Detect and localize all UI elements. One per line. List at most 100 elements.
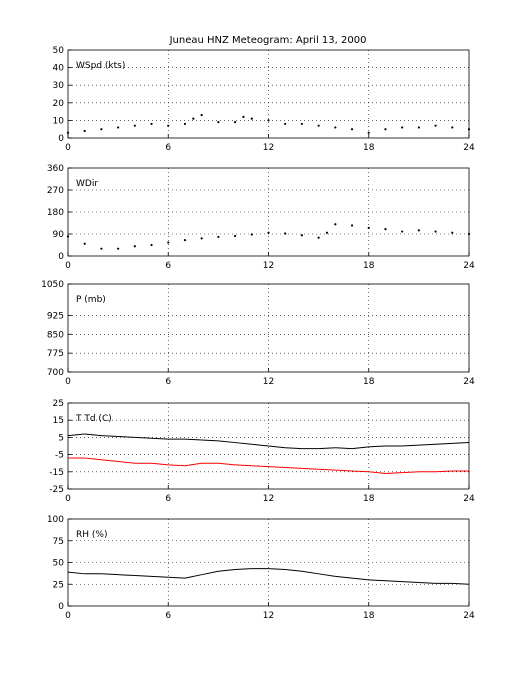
rh-line-segment [118,574,135,577]
pressure-ytick-label: 925 [47,311,64,321]
rh-xtick-label: 6 [165,611,171,621]
rh-line-segment [368,579,386,582]
temperature-xtick-label: 0 [65,494,71,504]
wdir-data-point [66,235,70,238]
temperature-line-segment [184,462,202,467]
temperature-line-segment [235,442,252,445]
wdir-ytick-label: 270 [47,186,64,196]
temperature-ytick-label: -25 [49,485,64,495]
temperature-line-segment [368,445,386,448]
rh-line-segment [335,575,353,579]
wspd-ytick-label: 40 [53,64,65,74]
wdir-data-point [217,235,220,239]
pressure-xtick-label: 12 [263,377,274,387]
wdir-data-point [367,226,370,229]
wdir-data-point [451,231,454,234]
wdir-data-point [267,231,270,234]
temperature-line-segment [218,440,236,444]
rh-line-segment [67,571,85,575]
rh-line-segment [402,581,419,584]
temperature-line-segment [168,464,185,467]
temperature-line-segment [151,437,169,440]
wdir-data-point [401,230,404,233]
temperature-line-segment [101,435,119,438]
pressure-xtick-label: 24 [463,377,475,387]
wdir-data-point [150,243,153,247]
wspd-data-point [284,122,287,126]
wdir-data-point [334,223,337,226]
temperature-line-segment [84,457,102,461]
wspd-label: WSpd (kts) [76,61,125,71]
wspd-data-point [384,128,387,131]
pressure-ytick-label: 1050 [41,280,64,290]
rh-xtick-label: 0 [65,611,71,621]
rh-line-segment [351,577,369,581]
wdir-series-0 [66,223,471,250]
temperature-ytick-label: -5 [55,451,64,461]
wspd-data-point [451,126,454,129]
rh-label: RH (%) [76,530,107,540]
temperature-label: T Td (C) [75,414,112,424]
rh-line-segment [301,570,319,575]
wspd-ytick-label: 50 [53,46,65,56]
wspd-ytick-label: 20 [53,99,65,109]
wspd-xtick-label: 24 [463,143,475,153]
temperature-line-segment [352,470,369,473]
wdir-data-point [167,241,170,244]
temperature-line-segment [268,445,286,449]
temperature-line-segment [402,444,419,447]
pressure-xtick-label: 0 [65,377,71,387]
wspd-xtick-label: 12 [263,143,274,153]
temperature-panel: 0 6 12 18 24 -25 -15 -5 5 15 25 T Td (C) [49,399,475,504]
wspd-xtick-label: 6 [165,143,171,153]
temperature-xtick-label: 18 [363,494,375,504]
temperature-ytick-label: -15 [49,468,64,478]
wspd-xtick-label: 0 [65,143,71,153]
wspd-data-point [217,121,220,124]
rh-ytick-label: 0 [58,602,64,612]
wdir-data-point [133,245,136,248]
rh-line-segment [218,568,236,572]
rh-line-segment [134,575,152,577]
rh-line-segment [151,575,169,578]
temperature-xtick-label: 6 [165,494,171,504]
wspd-data-point [192,117,195,120]
wspd-panel: 0 6 12 18 24 0 10 20 30 40 50 WSpd (kts) [53,46,475,153]
temperature-line-segment [368,471,386,475]
temperature-line-segment [118,460,135,464]
rh-ytick-label: 75 [53,537,64,547]
rh-line-segment [385,580,403,583]
rh-panel: 0 6 12 18 24 0 25 50 75 100 RH (%) [47,515,475,621]
wspd-data-point [317,124,320,127]
wdir-data-point [200,237,203,240]
rh-series-0 [67,568,470,585]
temperature-line-segment [385,472,403,475]
wspd-data-point [183,122,187,126]
rh-line-segment [452,582,470,585]
rh-xtick-label: 12 [263,611,274,621]
wspd-data-point [200,114,203,117]
temperature-line-segment [402,471,419,474]
wspd-ytick-label: 0 [58,134,64,144]
wdir-data-point [350,224,354,227]
rh-xtick-label: 24 [463,611,475,621]
wdir-data-point [284,232,287,235]
wspd-data-point [117,126,120,129]
rh-line-segment [318,573,336,577]
wspd-data-point [167,124,170,127]
temperature-xtick-label: 24 [463,494,475,504]
temperature-line-segment [335,447,353,450]
temperature-line-segment [435,470,453,473]
wspd-data-point [100,128,103,131]
wdir-data-point [325,231,329,234]
wspd-data-point [150,122,153,126]
wdir-data-point [384,228,387,231]
wspd-ytick-label: 30 [53,81,65,91]
wdir-data-point [233,234,237,238]
rh-ytick-label: 50 [53,559,65,569]
temperature-line-segment [318,447,336,450]
temperature-line-segment [84,433,102,437]
wspd-data-point [83,129,86,133]
temperature-line-segment [184,438,202,441]
rh-line-segment [184,574,202,579]
